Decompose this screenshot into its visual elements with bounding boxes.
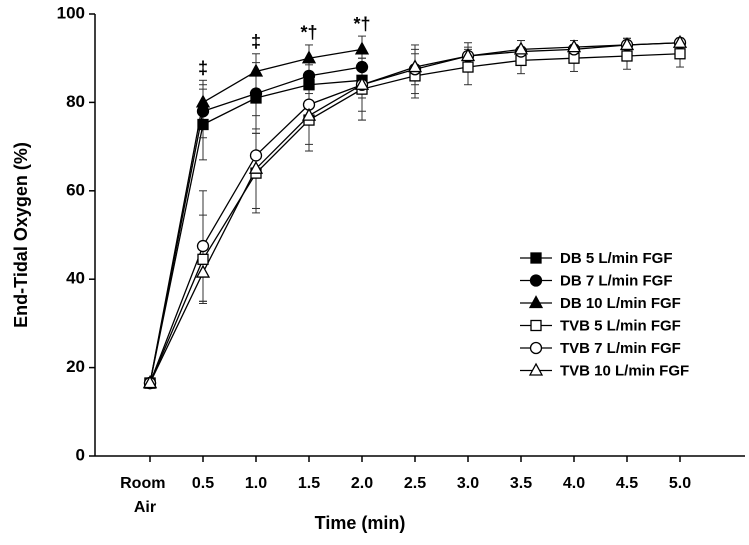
data-point — [621, 50, 633, 62]
legend-marker — [529, 274, 543, 287]
data-point — [460, 48, 476, 62]
legend-label: TVB 5 L/min FGF — [560, 317, 681, 334]
annotation: *† — [300, 23, 317, 43]
legend-label: TVB 7 L/min FGF — [560, 340, 681, 357]
data-point — [249, 87, 263, 100]
data-point — [195, 264, 211, 278]
data-point — [197, 253, 209, 265]
x-tick-label: 2.5 — [404, 475, 426, 492]
legend-marker — [528, 362, 544, 376]
x-axis-label: Time (min) — [315, 513, 406, 533]
data-point — [354, 76, 370, 90]
y-tick-label: 80 — [66, 92, 85, 111]
legend-label: DB 10 L/min FGF — [560, 295, 681, 312]
y-tick-label: 20 — [66, 357, 85, 376]
annotation: ‡ — [251, 32, 261, 52]
x-tick-label: 1.5 — [298, 475, 320, 492]
data-point — [355, 60, 369, 74]
x-tick-label: 5.0 — [669, 475, 691, 492]
data-point — [513, 41, 529, 55]
x-tick-label: Room Air — [120, 475, 170, 516]
data-point — [196, 239, 210, 253]
legend-marker — [530, 252, 542, 264]
data-point — [142, 375, 158, 389]
data-point — [195, 94, 211, 108]
annotation: ‡ — [198, 58, 208, 78]
legend-label: DB 7 L/min FGF — [560, 272, 673, 289]
data-point — [566, 39, 582, 53]
data-point — [197, 118, 209, 131]
data-point — [407, 59, 423, 73]
y-axis-label: End-Tidal Oxygen (%) — [11, 142, 31, 328]
y-tick-label: 40 — [66, 269, 85, 288]
data-point — [619, 37, 635, 51]
x-tick-label: 2.0 — [351, 475, 373, 492]
data-point — [301, 50, 317, 64]
annotation: *† — [353, 14, 370, 34]
y-tick-label: 0 — [76, 445, 85, 464]
y-tick-label: 60 — [66, 180, 85, 199]
x-tick-label: 3.5 — [510, 475, 532, 492]
legend-marker — [529, 341, 543, 355]
data-point — [301, 107, 317, 121]
legend-marker — [530, 319, 542, 332]
data-point — [674, 48, 686, 60]
legend-label: DB 5 L/min FGF — [560, 250, 673, 267]
data-point — [354, 41, 370, 55]
y-tick-label: 100 — [57, 3, 85, 22]
x-tick-label: 1.0 — [245, 475, 267, 492]
data-point — [672, 34, 688, 48]
data-point — [249, 149, 263, 162]
x-tick-label: 3.0 — [457, 475, 479, 492]
x-tick-label: 4.5 — [616, 475, 638, 492]
x-tick-label: 4.0 — [563, 475, 585, 492]
data-point — [302, 69, 316, 83]
legend-label: TVB 10 L/min FGF — [560, 362, 689, 379]
data-point — [248, 160, 264, 174]
legend-marker — [528, 295, 544, 309]
x-tick-label: 0.5 — [192, 475, 214, 492]
data-point — [462, 61, 474, 73]
data-point — [248, 63, 264, 77]
